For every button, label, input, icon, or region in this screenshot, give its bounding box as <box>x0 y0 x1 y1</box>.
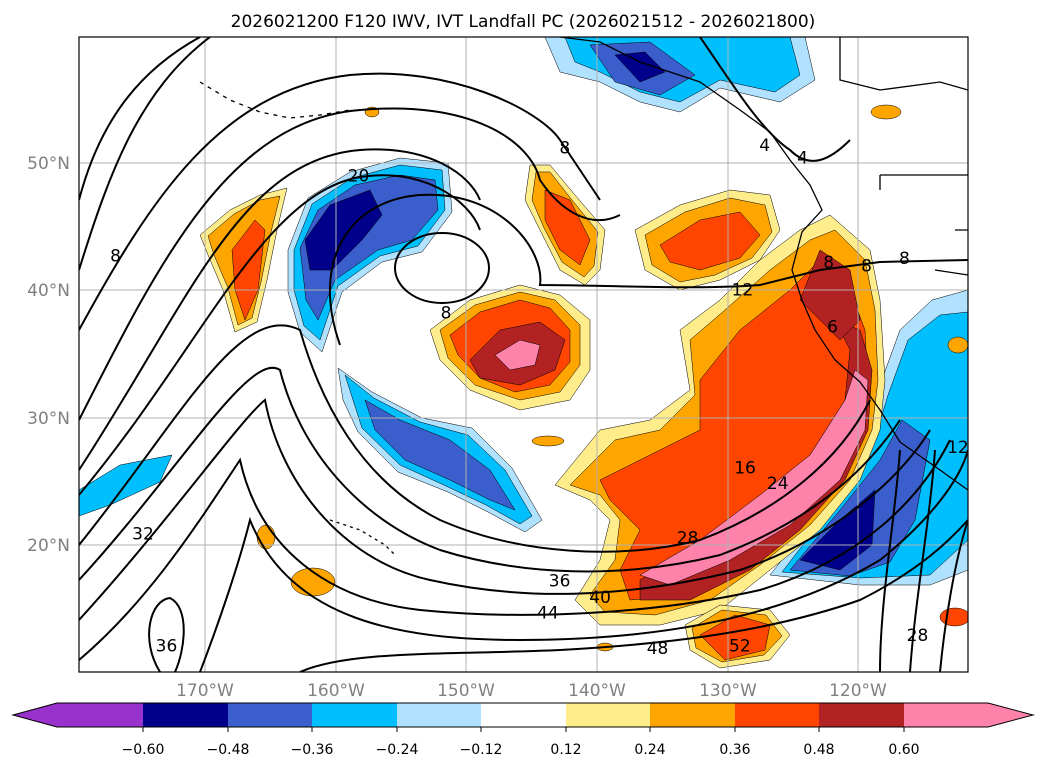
lon-tick: 160°W <box>307 681 365 701</box>
colorbar-segment <box>312 703 397 727</box>
contour-label: 8 <box>861 257 872 277</box>
contour-label: 8 <box>110 246 121 266</box>
colorbar-tick-label: 0.60 <box>888 742 919 758</box>
lon-tick: 140°W <box>568 681 626 701</box>
contour-label: 12 <box>947 438 969 458</box>
colorbar-segment <box>481 703 566 727</box>
contour-label: 28 <box>907 626 929 646</box>
contour-label: 32 <box>132 525 154 545</box>
lat-tick: 30°N <box>27 409 70 429</box>
colorbar: −0.60 −0.48 −0.36 −0.24 −0.12 0.12 0.24 0.36 0.4… <box>11 702 1035 758</box>
positive-shading <box>199 104 968 669</box>
lat-tick: 50°N <box>27 154 70 174</box>
contour-label: 48 <box>647 639 669 659</box>
graticule <box>79 37 968 672</box>
colorbar-segment <box>735 703 819 727</box>
lat-tick: 40°N <box>27 281 70 301</box>
colorbar-tick-label: −0.36 <box>291 742 334 758</box>
coastlines <box>199 37 968 556</box>
colorbar-segment <box>650 703 735 727</box>
contour-label: 20 <box>348 166 370 186</box>
colorbar-segment <box>228 703 312 727</box>
lat-tick: 20°N <box>27 536 70 556</box>
colorbar-segment <box>143 703 228 727</box>
colorbar-segment <box>566 703 650 727</box>
contour-label: 8 <box>441 304 452 324</box>
contour-label: 16 <box>734 459 756 479</box>
colorbar-segment-extend-min <box>13 703 143 727</box>
lon-tick: 170°W <box>176 681 234 701</box>
lon-tick: 120°W <box>829 681 887 701</box>
lon-axis: 170°W 160°W 150°W 140°W 130°W 120°W <box>176 681 887 701</box>
contour-label: 12 <box>732 281 754 301</box>
colorbar-tick-label: −0.24 <box>376 742 419 758</box>
contour-label: 24 <box>767 474 789 494</box>
colorbar-tick-label: −0.60 <box>122 742 165 758</box>
contour-label: 28 <box>677 528 699 548</box>
colorbar-tick-label: 0.48 <box>803 742 834 758</box>
contour-label: 52 <box>729 636 751 656</box>
colorbar-outline <box>11 702 1035 728</box>
colorbar-tick-label: −0.48 <box>207 742 250 758</box>
contour-label: 8 <box>559 138 570 158</box>
contour-label: 4 <box>759 136 770 156</box>
contour-label: 40 <box>589 588 611 608</box>
contour-label: 44 <box>537 603 559 623</box>
lon-tick: 130°W <box>699 681 757 701</box>
lon-tick: 150°W <box>437 681 495 701</box>
map-frame <box>78 36 969 673</box>
colorbar-segment <box>397 703 481 727</box>
colorbar-segment-extend-max <box>904 703 1033 727</box>
colorbar-tick-label: 0.36 <box>719 742 750 758</box>
colorbar-tick-label: 0.12 <box>550 742 581 758</box>
colorbar-segment <box>819 703 904 727</box>
contour-label: 4 <box>797 149 808 169</box>
plot-title: 2026021200 F120 IWV, IVT Landfall PC (20… <box>231 12 816 32</box>
contour-label: 36 <box>549 572 571 592</box>
colorbar-tick-label: 0.24 <box>634 742 665 758</box>
colorbar-tick-label: −0.12 <box>460 742 503 758</box>
contour-label: 36 <box>156 636 178 656</box>
contour-label: 8 <box>823 253 834 273</box>
contour-lines <box>79 37 968 672</box>
contour-label: 6 <box>827 318 838 338</box>
lat-axis: 50°N 40°N 30°N 20°N <box>27 154 70 556</box>
contour-label: 8 <box>899 249 910 269</box>
